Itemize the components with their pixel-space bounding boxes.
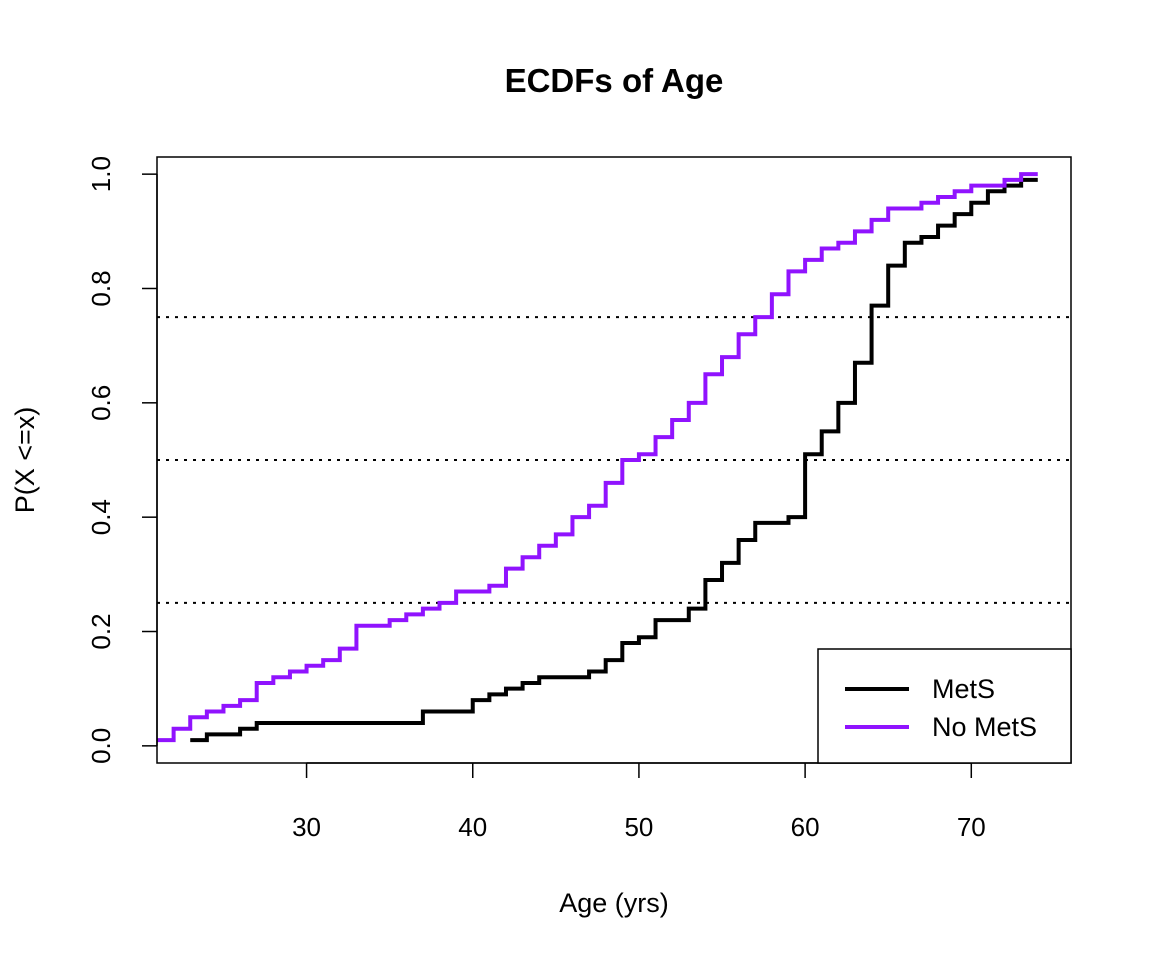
x-tick-label: 60: [791, 812, 820, 842]
series-lines: [157, 172, 1038, 743]
x-tick-label: 30: [292, 812, 321, 842]
chart-title: ECDFs of Age: [505, 62, 724, 99]
y-tick-label: 1.0: [86, 156, 116, 192]
y-axis: 0.0 0.2 0.4 0.6 0.8 1.0: [86, 156, 158, 764]
legend: MetS No MetS: [817, 648, 1072, 764]
y-tick-label: 0.8: [86, 270, 116, 306]
x-tick-label: 70: [957, 812, 986, 842]
x-axis: 30 40 50 60 70: [292, 762, 986, 842]
y-tick-label: 0.0: [86, 728, 116, 764]
y-tick-label: 0.6: [86, 385, 116, 421]
x-tick-label: 50: [624, 812, 653, 842]
legend-label-no-mets: No MetS: [932, 712, 1037, 742]
y-axis-label: P(X <=x): [10, 407, 40, 514]
reference-lines: [157, 316, 1071, 604]
x-axis-label: Age (yrs): [559, 888, 669, 918]
y-tick-label: 0.2: [86, 613, 116, 649]
series-line-no-mets: [157, 172, 1038, 743]
x-tick-label: 40: [458, 812, 487, 842]
y-tick-label: 0.4: [86, 499, 116, 535]
legend-label-mets: MetS: [932, 674, 995, 704]
legend-box: [817, 648, 1072, 764]
series-line-mets: [190, 177, 1038, 743]
